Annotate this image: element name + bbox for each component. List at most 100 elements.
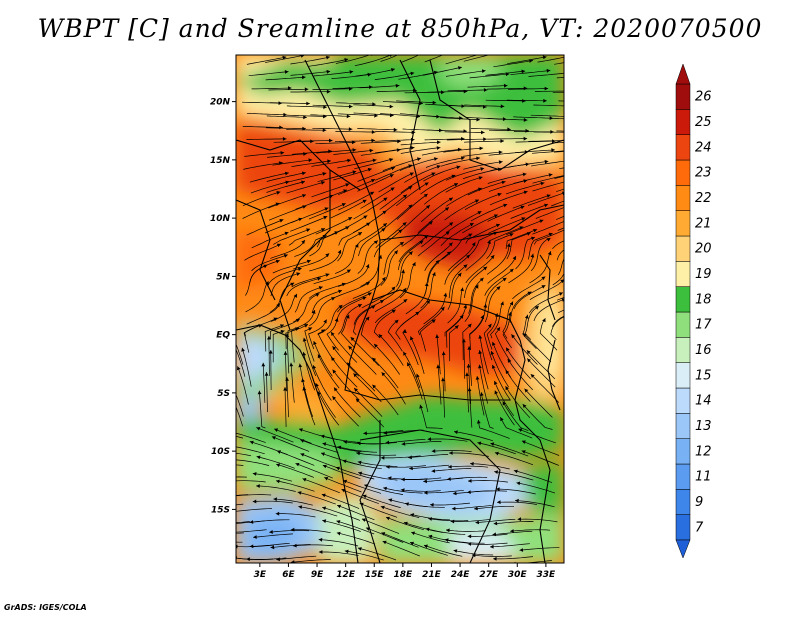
colorbar-segment xyxy=(676,439,690,464)
streamline-arrow xyxy=(568,173,572,177)
streamline-arrow xyxy=(566,227,570,231)
colorbar-label: 18 xyxy=(695,292,712,307)
colorbar-label: 20 xyxy=(695,242,712,257)
lon-label: 30E xyxy=(508,570,528,580)
streamline-arrow xyxy=(589,91,593,95)
lon-label: 12E xyxy=(336,570,356,580)
colorbar-label: 7 xyxy=(695,520,704,535)
streamline xyxy=(559,161,598,168)
colorbar-segment xyxy=(676,109,690,134)
streamline-arrow xyxy=(231,329,235,333)
streamline-arrow xyxy=(203,505,207,509)
streamline xyxy=(534,132,574,133)
streamline-arrow xyxy=(565,139,569,143)
colorbar-label: 21 xyxy=(695,216,712,231)
streamline-arrow xyxy=(590,147,594,151)
colorbar-segment xyxy=(676,211,690,236)
lat-label: 10S xyxy=(211,447,230,457)
colorbar-segment xyxy=(676,312,690,337)
streamline-arrow xyxy=(595,100,599,104)
colorbar-min-arrow xyxy=(676,540,690,558)
streamline-arrow xyxy=(571,254,575,258)
streamline-arrow xyxy=(231,339,235,343)
colorbar-segment xyxy=(676,464,690,489)
streamline-arrow xyxy=(567,159,571,163)
streamline-arrow xyxy=(591,298,595,302)
colorbar-max-arrow xyxy=(676,64,690,84)
colorbar-label: 22 xyxy=(695,191,712,206)
colorbar-label: 9 xyxy=(695,495,703,510)
lon-label: 6E xyxy=(282,570,295,580)
colorbar-label: 23 xyxy=(695,166,712,181)
colorbar-label: 24 xyxy=(695,140,712,155)
colorbar-segment xyxy=(676,489,690,514)
streamline-arrow xyxy=(585,191,589,195)
streamline-arrow xyxy=(204,530,208,534)
streamline-arrow xyxy=(590,178,594,182)
lat-label: 10N xyxy=(210,214,231,224)
streamline-arrow xyxy=(587,118,591,122)
colorbar-segment xyxy=(676,135,690,160)
colorbar-label: 14 xyxy=(695,394,712,409)
colorbar-segment xyxy=(676,84,690,109)
streamline-arrow xyxy=(583,307,587,311)
colorbar-segment xyxy=(676,236,690,261)
colorbar-label: 26 xyxy=(695,90,712,105)
streamline-arrow xyxy=(570,130,574,134)
streamline-arrow xyxy=(204,464,208,468)
colorbar-label: 15 xyxy=(695,368,712,383)
streamline-arrow xyxy=(208,496,212,500)
streamline-arrow xyxy=(568,149,572,153)
colorbar-label: 12 xyxy=(695,444,712,459)
streamline-arrow xyxy=(458,47,462,51)
lon-label: 21E xyxy=(422,570,442,580)
streamline-arrow xyxy=(207,477,211,481)
colorbar-segment xyxy=(676,515,690,540)
streamline-arrow xyxy=(210,521,214,525)
lon-label: 9E xyxy=(311,570,324,580)
streamline-arrow xyxy=(413,45,417,49)
streamline-arrow xyxy=(567,179,571,183)
streamline-arrow xyxy=(565,219,569,223)
colorbar-segment xyxy=(676,185,690,210)
streamline-arrow xyxy=(579,246,583,250)
lon-label: 15E xyxy=(365,570,385,580)
colorbar-segment xyxy=(676,337,690,362)
colorbar-segment xyxy=(676,413,690,438)
streamline-arrow xyxy=(499,51,503,55)
streamline-arrow xyxy=(590,55,594,59)
streamline-arrow xyxy=(203,537,207,541)
streamline-arrow xyxy=(569,203,573,207)
streamline-arrow xyxy=(226,479,230,483)
colorbar-segment xyxy=(676,261,690,286)
streamline-arrow xyxy=(570,104,574,108)
streamline-arrow xyxy=(227,430,231,434)
colorbar-segment xyxy=(676,388,690,413)
colorbar-segment xyxy=(676,160,690,185)
streamline-arrow xyxy=(567,115,571,119)
streamline-arrow xyxy=(225,522,229,526)
colorbar-label: 16 xyxy=(695,343,712,358)
lat-label: EQ xyxy=(216,331,230,341)
lon-label: 33E xyxy=(537,570,557,580)
streamline-arrow xyxy=(593,72,597,76)
streamline-arrow xyxy=(230,458,234,462)
streamline-arrow xyxy=(585,278,588,282)
lat-label: 15N xyxy=(210,156,231,166)
streamline-arrow xyxy=(565,71,569,75)
lat-label: 5N xyxy=(216,272,230,282)
streamline-arrow xyxy=(571,89,575,93)
streamline-arrow xyxy=(584,230,588,234)
grads-credit: GrADS: IGES/COLA xyxy=(4,603,87,612)
colorbar-label: 25 xyxy=(695,115,712,130)
streamline-arrow xyxy=(589,203,593,207)
lon-label: 27E xyxy=(479,570,499,580)
streamline-arrow xyxy=(569,313,573,317)
streamline-arrow xyxy=(204,429,208,433)
streamline-arrow xyxy=(232,509,236,513)
colorbar-segment xyxy=(676,287,690,312)
lon-label: 24E xyxy=(451,570,471,580)
